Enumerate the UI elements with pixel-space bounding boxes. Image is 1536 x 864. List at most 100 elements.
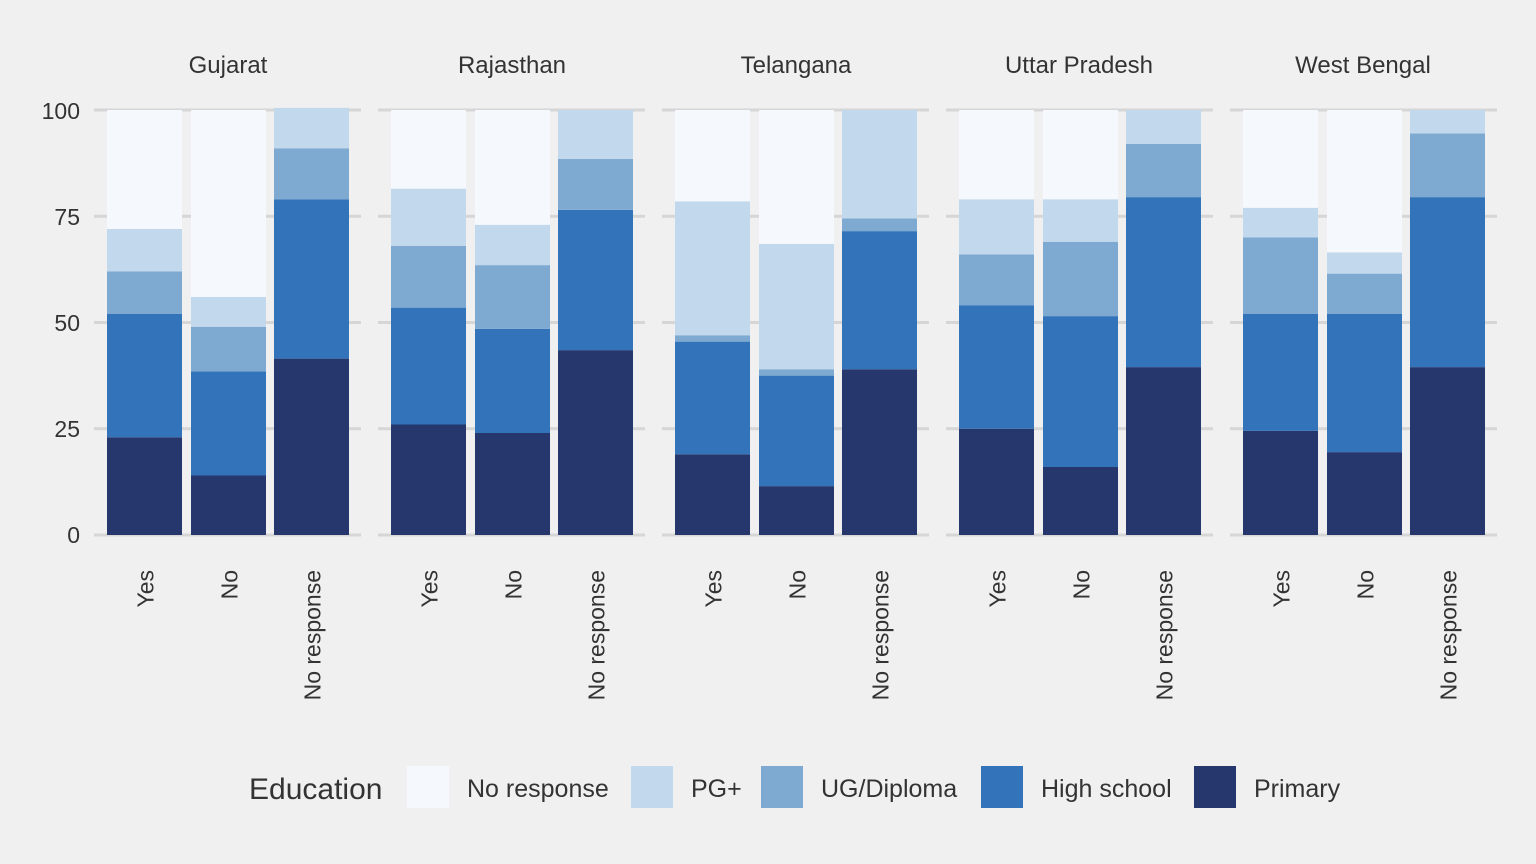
bar-uttar-pradesh-no-response-ug-diploma (1126, 144, 1201, 198)
bar-west-bengal-no-response-high-school (1410, 197, 1485, 368)
bar-telangana-no-response-pg (842, 110, 917, 219)
bar-telangana-no-primary (759, 486, 834, 535)
bar-telangana-no-no-response (759, 110, 834, 244)
bar-rajasthan-yes-pg (391, 188, 466, 246)
bar-uttar-pradesh-yes-primary (959, 428, 1034, 535)
bars (107, 107, 1485, 535)
bar-uttar-pradesh-yes-high-school (959, 305, 1034, 429)
x-tick-label: No (1353, 570, 1379, 599)
bar-rajasthan-no-response-pg (558, 110, 633, 159)
y-tick-label: 25 (54, 416, 80, 442)
x-tick-label: Yes (985, 570, 1011, 608)
facet-label-gujarat: Gujarat (189, 52, 268, 79)
y-tick-label: 100 (42, 98, 80, 124)
bar-west-bengal-no-response-pg (1410, 110, 1485, 134)
legend-label-primary: Primary (1254, 775, 1341, 803)
bar-uttar-pradesh-no-high-school (1043, 316, 1118, 467)
x-tick-label: Yes (701, 570, 727, 608)
bar-rajasthan-no-primary (475, 433, 550, 535)
bar-uttar-pradesh-no-response-pg (1126, 110, 1201, 144)
x-tick-label: No response (1152, 570, 1178, 700)
legend-label-no-response: No response (467, 775, 609, 803)
bar-uttar-pradesh-no-no-response (1043, 110, 1118, 200)
bar-uttar-pradesh-yes-no-response (959, 110, 1034, 200)
y-tick-label: 0 (67, 522, 80, 548)
bar-gujarat-no-ug-diploma (191, 326, 266, 372)
bar-gujarat-no-no-response (191, 110, 266, 297)
bar-west-bengal-no-high-school (1327, 314, 1402, 453)
bar-telangana-no-response-high-school (842, 231, 917, 370)
bar-uttar-pradesh-no-pg (1043, 199, 1118, 242)
bar-uttar-pradesh-no-response-high-school (1126, 197, 1201, 368)
x-tick-label: No (217, 570, 243, 599)
legend-key-pg (631, 766, 673, 808)
bar-telangana-no-response-primary (842, 369, 917, 535)
bar-uttar-pradesh-yes-pg (959, 199, 1034, 255)
bar-telangana-no-response-ug-diploma (842, 218, 917, 232)
bar-gujarat-no-pg (191, 297, 266, 327)
bar-west-bengal-no-ug-diploma (1327, 273, 1402, 314)
bar-west-bengal-no-primary (1327, 452, 1402, 535)
legend-label-ug-diploma: UG/Diploma (821, 775, 957, 803)
bar-rajasthan-yes-no-response (391, 110, 466, 189)
bar-rajasthan-no-response-ug-diploma (558, 158, 633, 210)
x-tick-label: No (1069, 570, 1095, 599)
bar-west-bengal-no-pg (1327, 252, 1402, 274)
bar-telangana-yes-primary (675, 454, 750, 535)
x-tick-label: No response (584, 570, 610, 700)
bar-telangana-no-pg (759, 243, 834, 370)
legend-key-primary (1194, 766, 1236, 808)
bar-gujarat-no-response-high-school (274, 199, 349, 359)
x-tick-label: No (501, 570, 527, 599)
bar-rajasthan-no-response-primary (558, 350, 633, 535)
bar-gujarat-no-high-school (191, 371, 266, 476)
bar-telangana-yes-ug-diploma (675, 335, 750, 342)
bar-rajasthan-no-no-response (475, 110, 550, 225)
bar-telangana-no-ug-diploma (759, 369, 834, 376)
bar-rajasthan-yes-high-school (391, 307, 466, 425)
y-tick-label: 50 (54, 310, 80, 336)
bar-west-bengal-yes-ug-diploma (1243, 237, 1318, 314)
bar-gujarat-no-response-pg (274, 107, 349, 149)
bar-uttar-pradesh-no-primary (1043, 467, 1118, 535)
bar-gujarat-yes-no-response (107, 110, 182, 229)
x-tick-label: Yes (133, 570, 159, 608)
legend-key-ug-diploma (761, 766, 803, 808)
bar-uttar-pradesh-no-response-primary (1126, 367, 1201, 535)
legend-key-high-school (981, 766, 1023, 808)
bar-gujarat-no-primary (191, 475, 266, 535)
legend: Education No response PG+ UG/Diploma High s… (249, 766, 1341, 808)
bar-telangana-no-high-school (759, 375, 834, 487)
bar-gujarat-yes-primary (107, 437, 182, 535)
y-axis: 0 25 50 75 100 (42, 98, 80, 548)
bar-telangana-yes-no-response (675, 110, 750, 202)
legend-label-pg: PG+ (691, 775, 742, 803)
legend-title: Education (249, 773, 382, 806)
bar-west-bengal-no-no-response (1327, 110, 1402, 253)
x-tick-labels: Yes No No response Yes No No response Yes No No … (133, 570, 1462, 700)
bar-west-bengal-no-response-primary (1410, 367, 1485, 535)
facet-label-rajasthan: Rajasthan (458, 52, 566, 79)
bar-west-bengal-no-response-ug-diploma (1410, 133, 1485, 198)
x-tick-label: No (785, 570, 811, 599)
bar-rajasthan-no-response-high-school (558, 209, 633, 351)
facet-labels: Gujarat Rajasthan Telangana Uttar Prades… (189, 52, 1431, 79)
legend-label-high-school: High school (1041, 775, 1172, 803)
bar-gujarat-yes-ug-diploma (107, 271, 182, 314)
x-tick-label: No response (868, 570, 894, 700)
bar-west-bengal-yes-high-school (1243, 314, 1318, 431)
bar-uttar-pradesh-no-ug-diploma (1043, 241, 1118, 317)
bar-telangana-yes-pg (675, 201, 750, 336)
bar-gujarat-no-response-ug-diploma (274, 148, 349, 200)
bar-uttar-pradesh-yes-ug-diploma (959, 254, 1034, 306)
bar-rajasthan-no-high-school (475, 328, 550, 433)
bar-gujarat-yes-pg (107, 229, 182, 272)
bar-telangana-yes-high-school (675, 341, 750, 455)
bar-rajasthan-no-ug-diploma (475, 265, 550, 329)
x-tick-label: No response (300, 570, 326, 700)
x-tick-label: No response (1436, 570, 1462, 700)
bar-west-bengal-yes-primary (1243, 430, 1318, 535)
x-tick-label: Yes (417, 570, 443, 608)
bar-rajasthan-yes-ug-diploma (391, 246, 466, 308)
